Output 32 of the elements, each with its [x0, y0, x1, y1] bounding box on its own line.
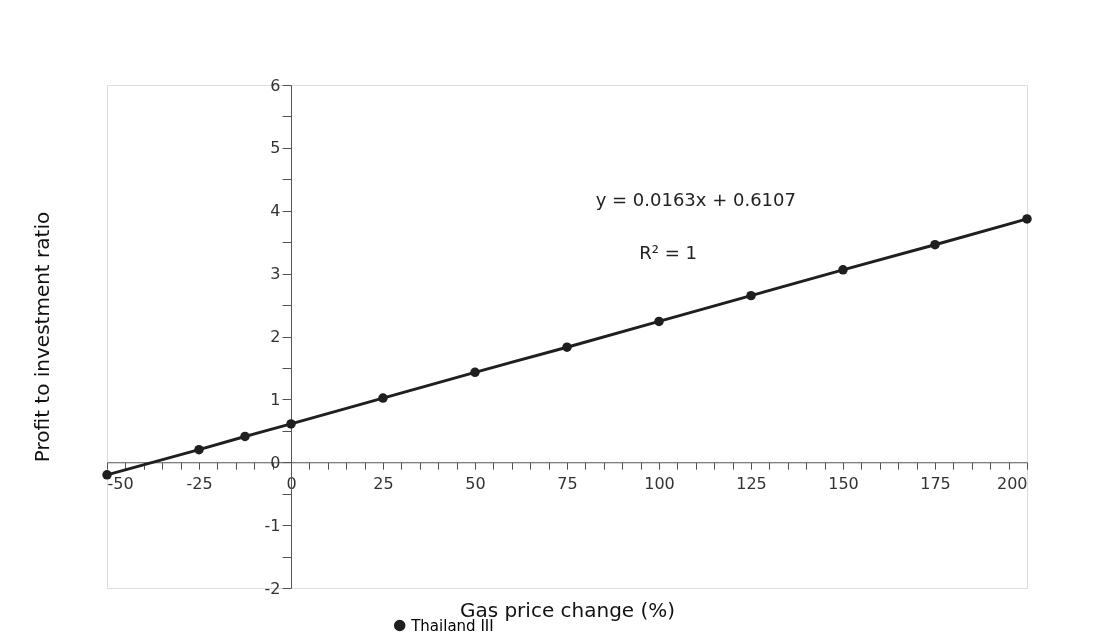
- point: [562, 342, 572, 352]
- point: [240, 431, 250, 442]
- y-tick-label: -1: [264, 515, 281, 535]
- x-tick-label: -50: [107, 473, 134, 493]
- y-tick-label: 4: [270, 201, 281, 221]
- x-tick-label: 100: [644, 473, 675, 493]
- y-tick-label: 6: [270, 75, 281, 95]
- y-tick-label: 5: [270, 138, 281, 158]
- point: [654, 316, 664, 327]
- point: [746, 290, 756, 301]
- x-tick-label: 25: [373, 473, 394, 493]
- point: [1022, 214, 1032, 224]
- point: [378, 393, 388, 403]
- point: [194, 444, 204, 455]
- y-axis-title: Profit to investment ratio: [29, 211, 54, 463]
- x-tick-label: 50: [465, 473, 486, 493]
- point: [838, 265, 848, 275]
- x-tick-label: -25: [186, 473, 213, 493]
- y-tick-label: -2: [264, 578, 281, 598]
- x-tick-label: 125: [736, 473, 767, 493]
- y-tick-label: 1: [270, 389, 281, 409]
- point: [286, 419, 296, 429]
- y-tick-label: 2: [270, 327, 281, 346]
- x-tick-label: 175: [920, 473, 951, 493]
- annotation: y = 0.0163x + 0.6107: [595, 188, 796, 210]
- x-tick-label: 200: [996, 473, 1028, 493]
- x-tick-label: 150: [828, 473, 859, 493]
- y-tick-label: 3: [270, 264, 281, 284]
- point: [470, 367, 480, 378]
- annotation: R² = 1: [639, 241, 698, 263]
- x-tick-label: 75: [557, 473, 578, 493]
- point: [930, 239, 940, 250]
